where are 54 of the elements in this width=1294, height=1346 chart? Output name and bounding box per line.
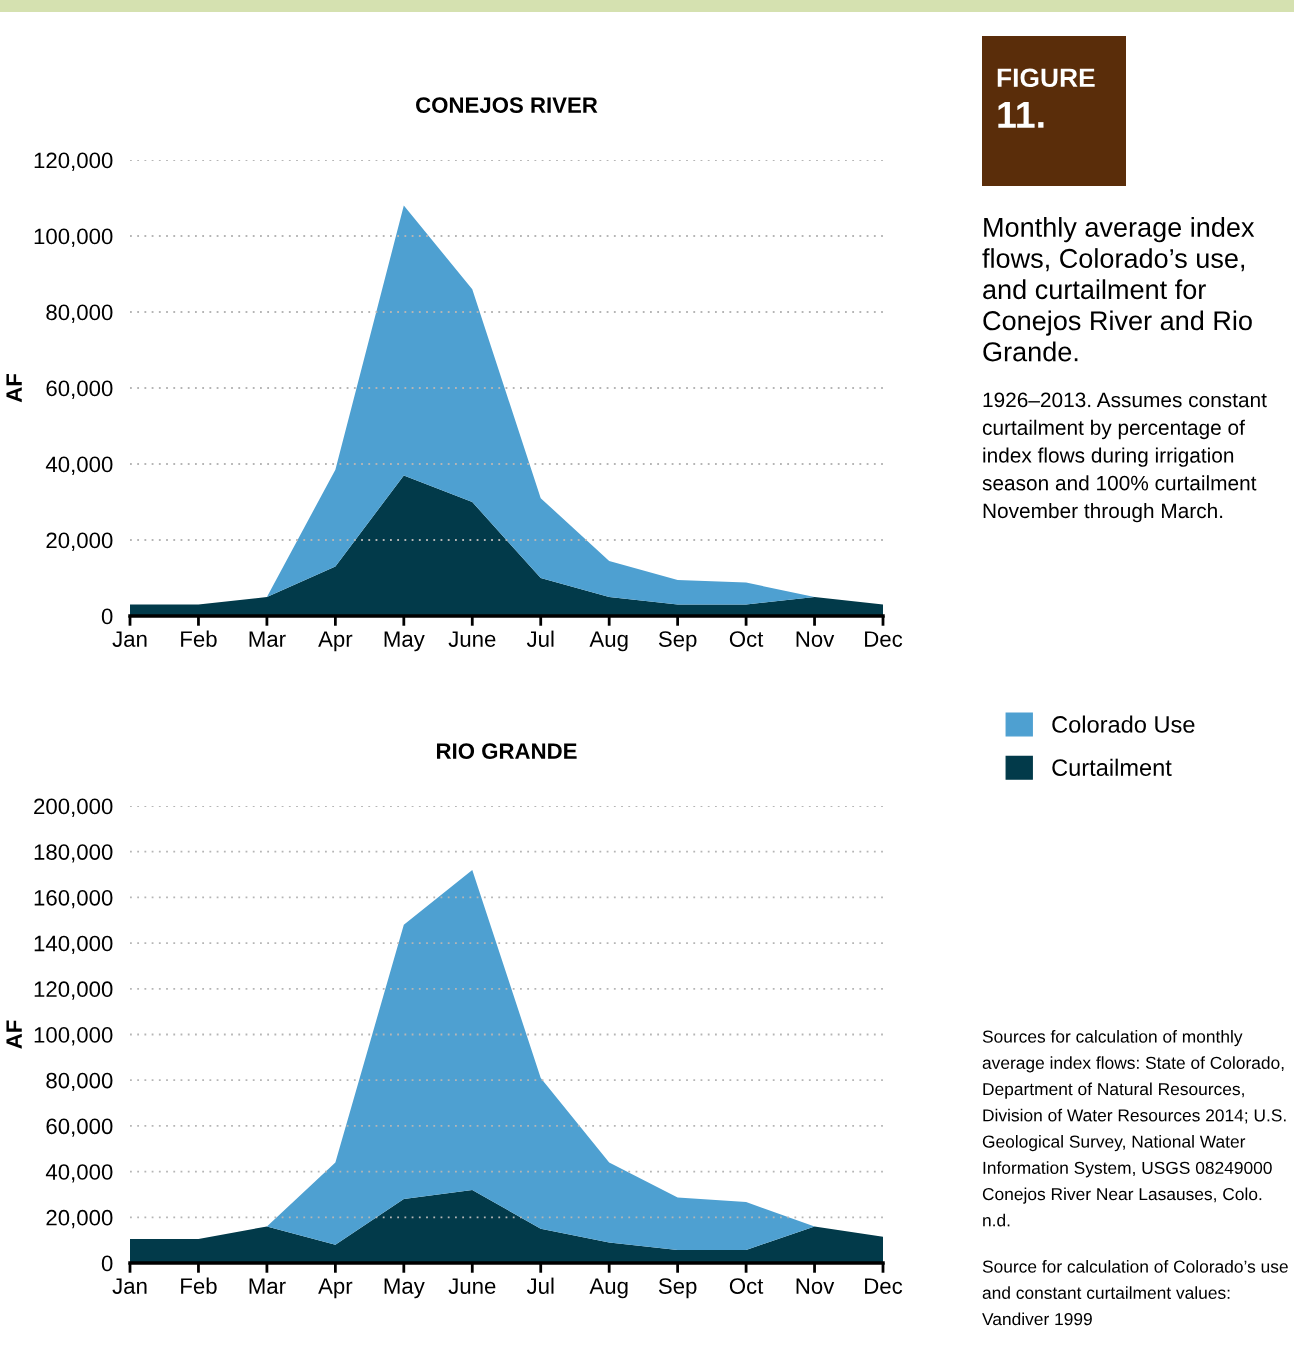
- x-tick-label: Oct: [729, 1278, 764, 1294]
- y-tick-label: 60,000: [46, 380, 113, 399]
- y-tick-label: 40,000: [45, 1164, 113, 1183]
- chart-title: RIO GRANDE: [436, 743, 577, 759]
- legend-label: Curtailment: [1052, 758, 1172, 776]
- y-tick-label: 100,000: [34, 1027, 113, 1046]
- x-tick-label: Dec: [865, 1278, 903, 1294]
- x-tick-label: May: [384, 1278, 425, 1299]
- x-tick-label: June: [448, 631, 496, 647]
- y-tick-label: 100,000: [34, 228, 113, 247]
- x-tick-label: Oct: [729, 631, 764, 647]
- y-tick-label: 140,000: [34, 935, 113, 954]
- y-axis-title: AF: [6, 1020, 22, 1049]
- text: Monthly average index flows, Colorado’s use, and curtailment for Conejos River and Rio Grande.: [982, 217, 1255, 362]
- y-tick-label: 0: [101, 608, 113, 625]
- y-tick-label: 0: [101, 1255, 113, 1272]
- x-tick-label: Nov: [796, 1278, 835, 1294]
- x-tick-label: Jan: [112, 631, 147, 647]
- source-note: Sources for calculation of monthly average index flows: State of Colorado, Department of Natural Resources, Division of Water Resources 2014; U.S. Geological Survey, National Water Information System, USGS 08249000 Conejos River Near Lasauses, Colo. n.d.: [982, 1030, 1286, 1227]
- y-tick-label: 60,000: [46, 1118, 113, 1137]
- y-tick-label: 120,000: [34, 981, 113, 1000]
- y-tick-label: 80,000: [46, 304, 113, 323]
- x-tick-label: May: [384, 631, 425, 652]
- y-tick-label: 120,000: [34, 152, 113, 171]
- x-tick-label: Apr: [318, 1278, 353, 1299]
- x-tick-label: Mar: [249, 631, 286, 647]
- text: 11.: [998, 101, 1044, 128]
- y-tick-label: 20,000: [46, 1209, 113, 1229]
- y-tick-label: 80,000: [46, 1072, 113, 1092]
- x-tick-label: Aug: [589, 1278, 628, 1299]
- y-tick-label: 40,000: [45, 456, 113, 475]
- legend-label: Colorado Use: [1052, 715, 1195, 733]
- x-tick-label: Sep: [658, 631, 697, 652]
- x-tick-label: Feb: [181, 1277, 217, 1294]
- x-tick-label: Jul: [526, 630, 554, 647]
- x-tick-label: Mar: [249, 1278, 286, 1294]
- text: 1926–2013. Assumes constant curtailment by percentage of index flows during irrigation season and 100% curtailment November through March.: [982, 392, 1267, 523]
- x-tick-label: Aug: [589, 631, 628, 652]
- chart-title: CONEJOS RIVER: [416, 97, 598, 113]
- source-note: Source for calculation of Colorado’s use and constant curtailment values: Vandiver 1999: [982, 1260, 1288, 1326]
- x-tick-label: Apr: [318, 631, 353, 652]
- x-tick-label: Feb: [181, 630, 217, 647]
- x-tick-label: Nov: [796, 631, 835, 647]
- y-tick-label: 20,000: [46, 532, 113, 551]
- x-tick-label: Sep: [658, 1278, 697, 1299]
- y-axis-title: AF: [6, 374, 22, 403]
- x-tick-label: Jan: [112, 1278, 147, 1294]
- y-tick-label: 160,000: [34, 889, 113, 909]
- x-tick-label: Jul: [526, 1277, 554, 1294]
- y-tick-label: 200,000: [34, 798, 113, 817]
- y-tick-label: 180,000: [34, 844, 113, 863]
- text: FIGURE: [997, 68, 1095, 88]
- x-tick-label: Dec: [865, 631, 903, 647]
- x-tick-label: June: [448, 1278, 496, 1294]
